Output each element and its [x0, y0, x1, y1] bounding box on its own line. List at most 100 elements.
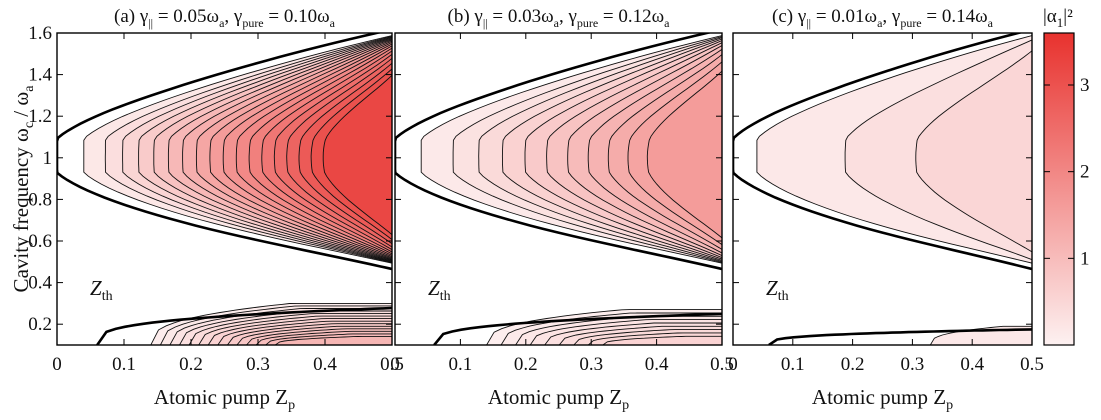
x-tick-label: 0.5 — [380, 354, 404, 375]
y-tick-label: 0.4 — [28, 273, 52, 294]
y-tick-label: 1.2 — [28, 106, 52, 127]
x-tick-label: 0.3 — [246, 354, 270, 375]
plot-frame — [56, 32, 393, 346]
plot-frame — [732, 32, 1033, 346]
contour-line — [567, 44, 722, 257]
contour-line — [273, 53, 392, 251]
contour-line — [322, 74, 392, 236]
threshold-curve — [733, 33, 1032, 271]
contour-line-lower — [207, 318, 392, 345]
lower-threshold-curve — [433, 312, 722, 345]
contour-line-lower — [544, 322, 722, 345]
contour-line — [235, 45, 392, 256]
x-axis-label: Atomic pump Zp — [154, 385, 295, 413]
threshold-curve — [57, 33, 392, 271]
contour-band-lower — [602, 336, 722, 345]
colorbar-tick-label: 1 — [1080, 248, 1090, 269]
panel-title: (c) γ|| = 0.01ωa, γpure = 0.14ωa — [772, 6, 994, 30]
x-axis-label: Atomic pump Zp — [812, 385, 953, 413]
contour-line — [607, 54, 722, 251]
x-tick-label: 0.4 — [960, 354, 984, 375]
contour-line-lower — [217, 320, 392, 345]
contour-line — [587, 48, 722, 254]
contour-line — [167, 38, 392, 261]
contour-line — [501, 38, 722, 261]
x-tick-label: 0.1 — [449, 354, 473, 375]
contour-line-lower — [529, 319, 722, 345]
contour-line — [627, 61, 722, 246]
contour-line — [844, 39, 1032, 261]
y-tick-label: 1.4 — [28, 65, 52, 86]
contour-line — [915, 50, 1032, 253]
y-tick-label: 0.2 — [28, 314, 52, 335]
x-tick-label: 0 — [390, 354, 400, 375]
contour-line — [122, 36, 392, 263]
threshold-label: Zth — [90, 276, 113, 304]
y-tick-label: 0.6 — [28, 231, 52, 252]
contour-line — [222, 43, 392, 258]
x-axis-label: Atomic pump Zp — [488, 385, 629, 413]
x-tick-label: 0.3 — [901, 354, 925, 375]
threshold-curve — [395, 33, 722, 271]
contour-line-lower — [486, 309, 722, 345]
contour-line-lower — [188, 313, 392, 345]
x-tick-label: 0.2 — [841, 354, 865, 375]
x-tick-label: 0.3 — [579, 354, 603, 375]
x-tick-label: 0.1 — [781, 354, 805, 375]
colorbar-tick-label: 3 — [1080, 75, 1090, 96]
x-tick-label: 0.5 — [710, 354, 734, 375]
colorbar-tick-label: 2 — [1080, 162, 1090, 183]
lower-threshold-curve — [96, 306, 392, 345]
colorbar-gradient — [1043, 32, 1075, 346]
contour-line — [298, 62, 392, 245]
contour-line-lower — [198, 315, 392, 345]
contour-line-lower — [558, 325, 722, 345]
threshold-label: Zth — [428, 276, 451, 304]
contour-line-lower — [602, 335, 722, 345]
x-tick-label: 0.4 — [645, 354, 669, 375]
contour-line — [420, 35, 722, 264]
contour-line — [83, 35, 392, 264]
contour-line-lower — [169, 308, 392, 345]
y-tick-label: 1 — [43, 148, 53, 169]
contour-line-lower — [588, 332, 722, 345]
contour-line — [478, 37, 722, 262]
heatmap-area — [57, 33, 392, 345]
contour-line-lower — [150, 302, 392, 345]
x-tick-label: 0.5 — [1020, 354, 1044, 375]
contour-line-lower — [255, 330, 392, 345]
contour-line — [756, 35, 1032, 264]
contour-line — [524, 40, 722, 260]
lower-threshold-curve — [768, 328, 1032, 345]
contour-line — [248, 47, 392, 255]
contour-line-lower — [246, 328, 392, 345]
panel-b: Zth (b) γ|| = 0.03ωa, γpure = 0.12ωa 0 0.1 0… — [390, 6, 734, 413]
x-tick-label: 0.4 — [313, 354, 337, 375]
contour-line-lower — [274, 335, 392, 345]
contour-line — [209, 41, 392, 259]
contour-band — [915, 50, 1032, 252]
panel-title: (a) γ|| = 0.05ωa, γpure = 0.10ωa — [114, 6, 336, 30]
y-tick-label: 0.8 — [28, 189, 52, 210]
panel-title: (b) γ|| = 0.03ωa, γpure = 0.12ωa — [448, 6, 671, 30]
panel-a: Zth (a) γ|| = 0.05ωa, γpure = 0.10ωa 0 0.1 0… — [28, 6, 404, 413]
contour-line — [646, 70, 722, 239]
contour-line-lower — [236, 325, 392, 345]
x-tick-label: 0.2 — [179, 354, 203, 375]
contour-line — [310, 68, 392, 241]
contour-line — [153, 37, 392, 262]
contour-line — [261, 50, 392, 253]
contour-line — [546, 42, 722, 259]
contour-band-lower — [275, 336, 392, 345]
contour-line-lower — [227, 323, 392, 345]
heatmap-area — [733, 33, 1032, 345]
contour-line — [195, 40, 392, 260]
contour-band — [647, 71, 722, 238]
contour-line — [104, 35, 392, 264]
contour-line-lower — [573, 329, 722, 345]
plot-frame — [394, 32, 723, 346]
colorbar-label: |α1|² — [1043, 6, 1073, 30]
contour-line — [452, 36, 722, 263]
x-tick-label: 0 — [728, 354, 738, 375]
